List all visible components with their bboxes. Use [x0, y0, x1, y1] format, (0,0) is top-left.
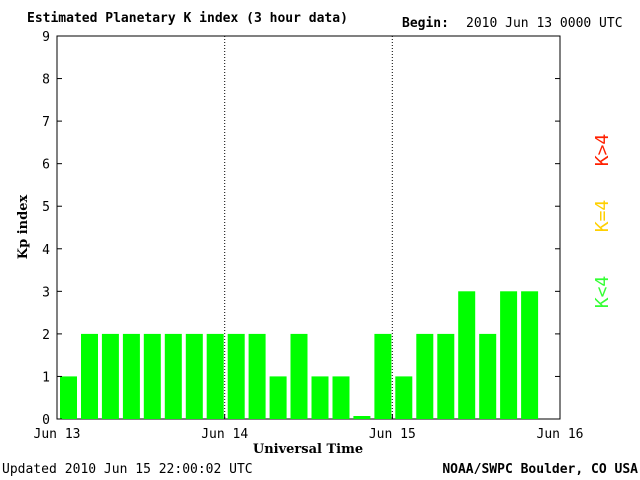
kp-bar [269, 376, 287, 419]
kp-bar [185, 333, 203, 419]
kp-bar [353, 416, 371, 419]
chart-title: Estimated Planetary K index (3 hour data… [27, 11, 348, 26]
begin-label: Begin: [402, 16, 449, 31]
kp-bar [479, 333, 497, 419]
kp-bar [81, 333, 98, 419]
kp-bar [101, 333, 119, 419]
day-separators [224, 36, 393, 419]
kp-bar [290, 333, 308, 419]
kp-bar [311, 376, 329, 419]
legend-item-0: K>4 [592, 134, 613, 167]
credit-text: NOAA/SWPC Boulder, CO USA [442, 462, 638, 477]
y-tick-label: 3 [42, 285, 50, 300]
kp-bar [122, 333, 140, 419]
x-tick-label: Jun 16 [537, 427, 584, 442]
y-tick-label: 8 [42, 73, 50, 88]
x-tick-label: Jun 14 [201, 427, 248, 442]
begin-value: 2010 Jun 13 0000 UTC [466, 16, 623, 31]
kp-bar [227, 333, 245, 419]
bar-series [60, 291, 539, 419]
kp-bar [395, 376, 413, 419]
kp-bar [248, 333, 266, 419]
y-tick-label: 2 [42, 328, 50, 343]
x-tick-label: Jun 15 [369, 427, 416, 442]
updated-label-text: Updated [2, 462, 57, 477]
y-axis-label: Kp index [16, 195, 31, 260]
kp-bar [374, 333, 392, 419]
kp-bar [164, 333, 182, 419]
kp-bar [437, 333, 455, 419]
y-tick-label: 6 [42, 158, 50, 173]
kp-bar [60, 376, 77, 419]
legend-item-1: K=4 [592, 200, 613, 233]
legend-item-2: K<4 [592, 276, 613, 309]
updated-label: Updated 2010 Jun 15 22:00:02 UTC [2, 462, 253, 477]
y-tick-label: 4 [42, 243, 50, 258]
y-tick-label: 5 [42, 200, 50, 215]
kp-bar [458, 291, 476, 419]
y-axis: 0 1 2 3 4 5 6 7 8 9 [42, 30, 560, 428]
x-axis: Jun 13 Jun 14 Jun 15 Jun 16 [34, 414, 584, 442]
kp-bar [143, 333, 161, 419]
kp-bar [206, 333, 224, 419]
x-axis-label: Universal Time [253, 442, 363, 457]
kp-bar [416, 333, 434, 419]
y-tick-label: 9 [42, 30, 50, 45]
x-tick-label: Jun 13 [34, 427, 81, 442]
y-tick-label: 0 [42, 413, 50, 428]
updated-value: 2010 Jun 15 22:00:02 UTC [65, 462, 253, 477]
legend: K>4 K=4 K<4 [592, 134, 613, 309]
kp-bar [521, 291, 539, 419]
plot-area [56, 35, 561, 420]
kp-bar [332, 376, 350, 419]
y-tick-label: 1 [42, 370, 50, 385]
kp-bar [500, 291, 518, 419]
y-tick-label: 7 [42, 115, 50, 130]
